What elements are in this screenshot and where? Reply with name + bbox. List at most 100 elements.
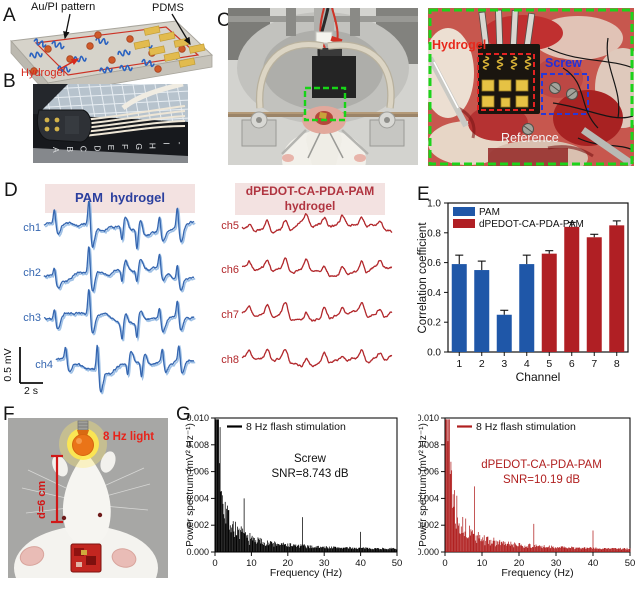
ecog-trace-ch7	[241, 301, 393, 322]
channel-label-ch4: ch4	[35, 359, 53, 371]
dpedot-title-line1: dPEDOT-CA-PDA-PAM	[245, 184, 375, 198]
y-tick-label: 0.000	[418, 547, 439, 557]
ear-bar-right	[369, 111, 405, 147]
bar-ch3	[496, 314, 512, 352]
manipulator	[312, 48, 356, 98]
flash-frequency-label: 8 Hz light	[103, 431, 155, 443]
dpedot-title-line2: hydrogel	[284, 199, 336, 213]
x-tick-label: 2	[479, 358, 485, 370]
bar-ch4	[519, 264, 535, 352]
channel-label-ch1: ch1	[23, 222, 41, 234]
bar-ch1	[451, 264, 467, 352]
bar-ch6	[564, 226, 580, 352]
y-tick-label: 0.006	[418, 467, 439, 477]
y-axis-title: Correlation coefficient	[417, 222, 429, 334]
y-tick-label: 0.006	[186, 467, 209, 477]
ecog-trace-shadow	[44, 201, 196, 251]
ecog-trace-ch5	[241, 213, 393, 234]
x-tick-label: 40	[355, 558, 366, 569]
rat-photo	[8, 418, 168, 578]
x-axis-title: Frequency (Hz)	[270, 567, 342, 579]
scale-bar-voltage-label: 0.5 mV	[2, 348, 14, 381]
connector-block	[315, 31, 333, 44]
x-tick-label: 40	[588, 558, 599, 569]
distance-label: d=6 cm	[36, 480, 48, 519]
channel-label-ch3: ch3	[23, 312, 41, 324]
x-tick-label: 30	[551, 558, 562, 569]
implanted-device	[478, 9, 540, 114]
hydrogel-roi-box	[477, 53, 535, 111]
gold-pads	[133, 25, 206, 68]
ruler-letter: I	[161, 142, 171, 144]
ecog-trace-ch8	[241, 348, 393, 368]
hydrogel-electrodes	[30, 31, 186, 75]
panel-d-label: D	[4, 180, 18, 201]
ecog-trace-ch4	[55, 344, 195, 393]
channel-label-ch8: ch8	[221, 354, 239, 366]
x-tick-label: 50	[392, 558, 403, 569]
surgery-photo	[228, 8, 418, 165]
legend-swatch	[453, 219, 475, 228]
panel-g-label: G	[176, 404, 191, 425]
x-tick-label: 0	[442, 558, 447, 569]
ruler-letter: -	[175, 142, 185, 145]
device-schematic	[9, 13, 214, 97]
x-tick-label: 30	[319, 558, 330, 569]
hydrogel-label: Hydrogel	[21, 67, 66, 79]
annotation-line2: SNR=10.19 dB	[503, 474, 580, 486]
y-tick-label: 0.8	[427, 228, 441, 239]
flash-bulb-icon	[59, 420, 107, 468]
x-tick-label: 7	[591, 358, 597, 370]
panel-b-label: B	[3, 71, 16, 92]
ruler-letter: E	[106, 145, 116, 151]
ruler-letter: C	[79, 146, 89, 152]
roi-box	[303, 86, 347, 122]
legend-label: 8 Hz flash stimulation	[476, 421, 576, 433]
ecog-trace-ch6	[241, 257, 393, 278]
y-tick-label: 0.000	[186, 547, 209, 557]
channel-label-ch5: ch5	[221, 220, 239, 232]
retractors	[428, 56, 634, 166]
ruler-letter: A	[51, 147, 61, 153]
x-tick-label: 20	[514, 558, 525, 569]
plot-frame	[447, 202, 629, 353]
y-tick-label: 0.2	[427, 318, 441, 329]
ruler-letter: F	[120, 144, 130, 149]
legend-label: 8 Hz flash stimulation	[246, 421, 346, 433]
implant-inset-photo	[428, 8, 634, 166]
au-pi-pattern-label: Au/PI pattern	[31, 1, 96, 13]
bar-ch2	[474, 270, 490, 352]
x-tick-label: 6	[569, 358, 575, 370]
panel-a-label: A	[3, 5, 16, 26]
pdms-label: PDMS	[152, 2, 184, 14]
x-tick-label: 0	[212, 558, 217, 569]
x-tick-label: 10	[246, 558, 257, 569]
line	[38, 99, 188, 109]
panel-e-label: E	[417, 184, 430, 205]
x-tick-label: 20	[283, 558, 294, 569]
whiskers	[21, 467, 151, 514]
bench-edge	[33, 148, 188, 163]
y-tick-label: 0.002	[186, 520, 209, 530]
inset-hydrogel-label: Hydrogel	[432, 38, 487, 52]
correlation-bar-chart: 0.0 0.2 0.4 0.6 0.8 1.0 1 2 3 4 5 6 7 8 PAMdPEDOT-CA-P…	[417, 199, 629, 384]
ruler-letter: G	[134, 143, 144, 150]
power-spectrum-screw: 0.000 0.002 0.004 0.006 0.008 0.010 0 10 20 30 40 5…	[185, 413, 403, 579]
inset-reference-label: Reference	[501, 131, 559, 145]
channel-label-ch6: ch6	[221, 264, 239, 276]
y-axis-title: Power spectrum (mV² Hz⁻¹)	[185, 423, 196, 547]
surgical-clamps	[281, 129, 369, 159]
ear-bar-left	[241, 111, 277, 147]
y-tick-label: 0.002	[418, 520, 439, 530]
y-tick-label: 0.008	[186, 440, 209, 450]
ruler-letter: B	[65, 146, 75, 152]
pam-hydrogel-banner: PAM hydrogel	[45, 184, 195, 213]
y-tick-label: 0.6	[427, 258, 441, 269]
ecog-trace-ch1	[43, 200, 195, 250]
x-tick-label: 1	[456, 358, 462, 370]
line	[38, 117, 188, 122]
x-tick-label: 3	[501, 358, 507, 370]
y-tick-label: 0.0	[427, 348, 441, 359]
inset-screw-label: Screw	[545, 56, 582, 70]
white-cable	[121, 84, 184, 110]
